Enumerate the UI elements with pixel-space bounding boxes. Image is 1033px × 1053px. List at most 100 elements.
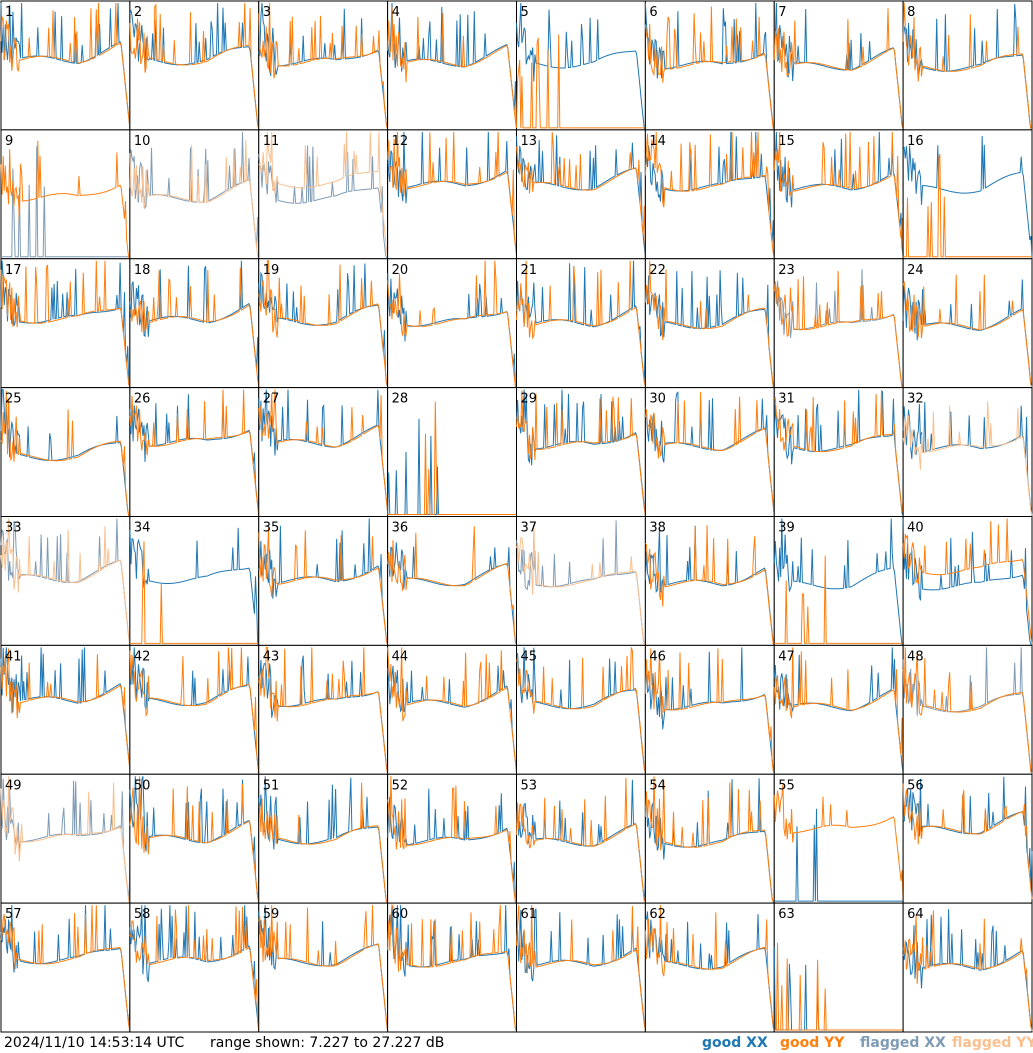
panel-23: 23: [773, 258, 904, 389]
series-xx: [0, 2, 131, 129]
panel-frame: [387, 129, 517, 260]
panel-28: 28: [387, 387, 517, 517]
panel-label: 58: [134, 907, 151, 922]
panel-54: 54: [644, 773, 775, 904]
series-xx: [902, 776, 1033, 890]
panel-14: 14: [644, 129, 775, 260]
panel-55: 55: [773, 773, 904, 904]
series-yy: [387, 260, 517, 388]
series-yy: [902, 910, 1033, 1032]
panel-label: 64: [907, 907, 924, 922]
series-yy: [129, 541, 259, 644]
series-xx: [258, 655, 389, 774]
series-xx: [902, 136, 1033, 258]
series-xx: [387, 273, 517, 388]
panel-31: 31: [773, 387, 904, 517]
panel-frame: [902, 0, 1033, 131]
panel-label: 56: [907, 778, 924, 793]
series-xx: [644, 391, 775, 516]
panel-6: 6: [644, 0, 775, 131]
panel-frame: [644, 773, 775, 904]
series-xx: [129, 776, 260, 903]
panel-frame: [516, 387, 646, 517]
panel-label: 22: [649, 263, 666, 278]
series-yy: [129, 267, 260, 387]
panel-label: 61: [521, 907, 538, 922]
series-yy: [516, 777, 646, 903]
panel-frame: [129, 773, 260, 904]
series-xx: [129, 2, 260, 130]
panel-frame: [129, 644, 260, 775]
panel-label: 54: [649, 778, 666, 793]
panel-5: 5: [516, 0, 646, 131]
panel-60: 60: [387, 902, 517, 1033]
series-yy: [258, 782, 388, 903]
panel-27: 27: [258, 387, 389, 517]
panel-label: 12: [392, 134, 409, 149]
panel-frame: [516, 644, 646, 775]
panel-frame: [902, 516, 1033, 646]
series-yy: [773, 390, 904, 513]
series-yy: [516, 905, 646, 1032]
range-label: range shown: 7.227 to 27.227 dB: [210, 1035, 445, 1051]
series-xx: [258, 389, 389, 513]
panel-45: 45: [516, 644, 646, 775]
series-yy: [387, 526, 517, 645]
panel-11: 11: [258, 129, 389, 260]
panel-frame: [258, 258, 389, 389]
panel-label: 59: [263, 907, 280, 922]
panel-label: 42: [134, 649, 151, 664]
series-yy: [129, 905, 260, 1032]
panel-label: 47: [778, 649, 795, 664]
panel-frame: [387, 902, 517, 1033]
panel-47: 47: [773, 644, 904, 775]
series-yy: [258, 646, 389, 774]
legend-flagged-yy: flagged YY: [952, 1035, 1033, 1051]
panel-frame: [0, 516, 131, 646]
series-xx: [0, 389, 130, 516]
series-yy: [0, 140, 130, 259]
series-yy: [902, 783, 1033, 900]
panel-35: 35: [258, 516, 389, 646]
panel-frame: [387, 258, 517, 389]
series-yy: [258, 905, 389, 1032]
series-yy: [644, 525, 775, 645]
panel-4: 4: [387, 0, 517, 131]
series-yy: [902, 647, 1033, 774]
legend-flagged-xx: flagged XX: [860, 1035, 946, 1051]
panel-59: 59: [258, 902, 389, 1033]
series-yy: [773, 784, 904, 902]
panel-label: 23: [778, 263, 795, 278]
series-xx: [773, 131, 904, 258]
panel-56: 56: [902, 773, 1033, 904]
panel-label: 31: [778, 392, 795, 407]
series-yy: [773, 131, 904, 258]
panel-label: 19: [263, 263, 280, 278]
panel-38: 38: [644, 516, 775, 646]
panel-frame: [644, 0, 775, 131]
panel-9: 9: [0, 129, 131, 260]
panel-43: 43: [258, 644, 389, 775]
series-yy: [258, 527, 389, 645]
series-xx: [773, 647, 904, 774]
series-xx: [516, 260, 646, 382]
series-yy: [387, 7, 517, 129]
panel-52: 52: [387, 773, 517, 904]
series-yy: [129, 776, 260, 903]
panel-12: 12: [387, 129, 517, 260]
panel-63: 63: [773, 902, 904, 1033]
panel-label: 7: [778, 5, 786, 20]
panel-label: 55: [778, 778, 795, 793]
panel-17: 17: [0, 258, 131, 389]
panel-label: 51: [263, 778, 280, 793]
series-yy: [516, 390, 646, 516]
panel-29: 29: [516, 387, 646, 517]
panel-label: 46: [649, 649, 666, 664]
series-yy: [902, 401, 1033, 516]
panel-26: 26: [129, 387, 260, 517]
series-xx: [258, 776, 388, 903]
panel-label: 32: [907, 392, 924, 407]
panel-3: 3: [258, 0, 389, 131]
panel-label: 36: [392, 521, 409, 536]
